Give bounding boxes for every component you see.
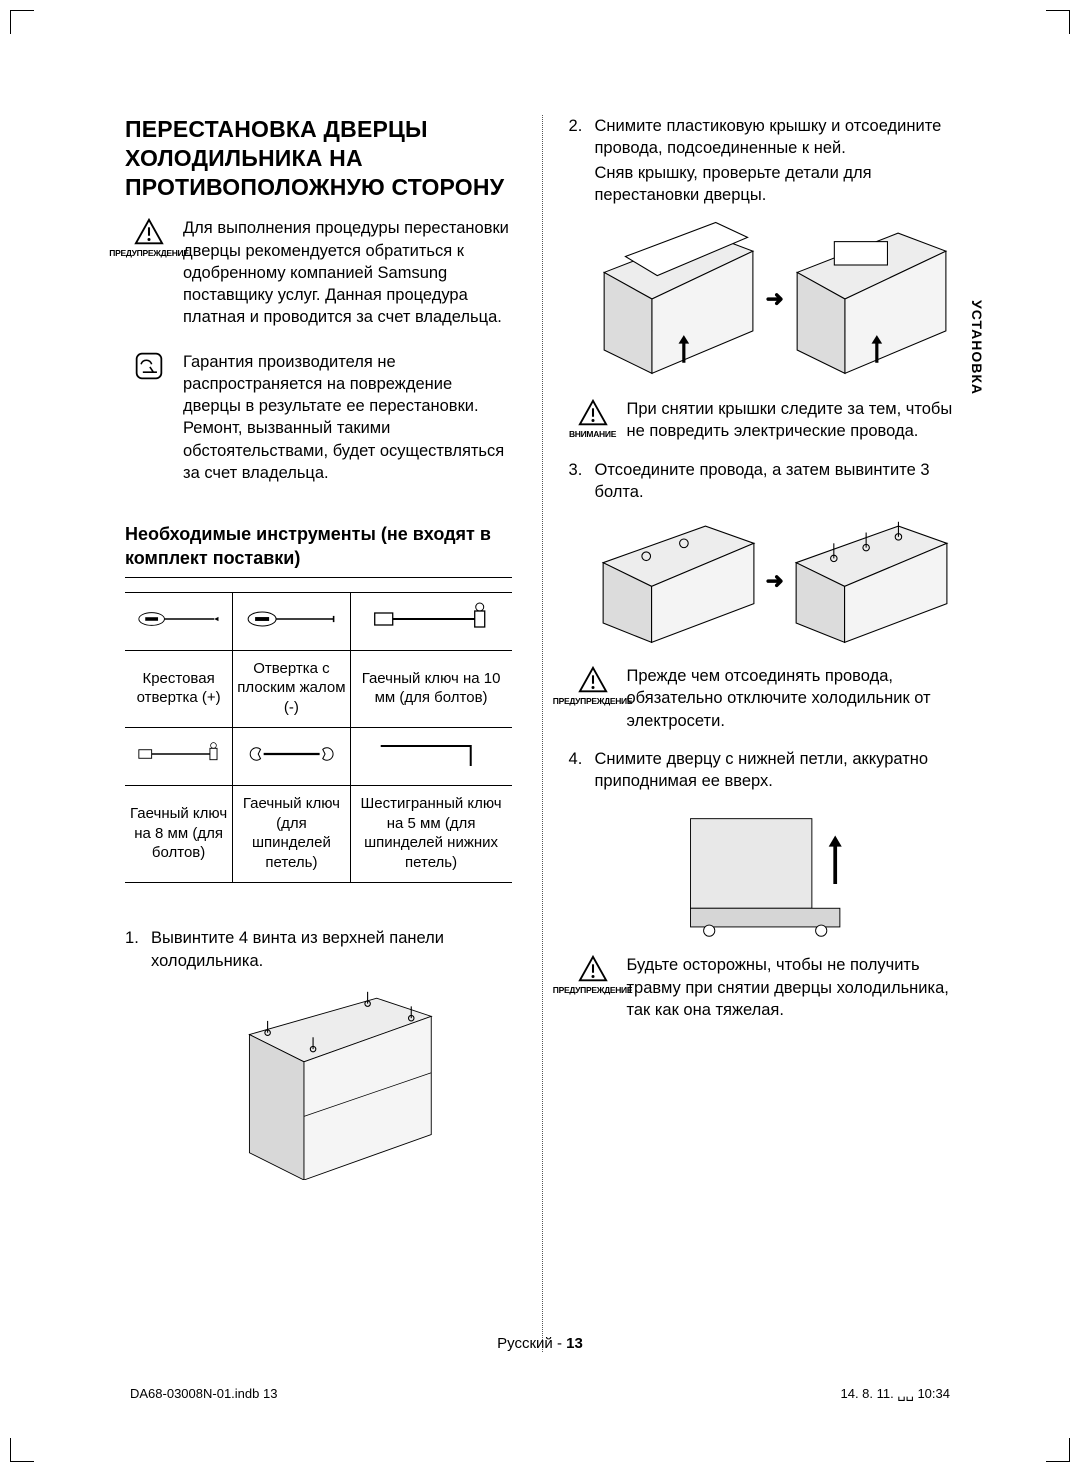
warning-label: ПРЕДУПРЕЖДЕНИЕ (553, 696, 632, 707)
section-tab: УСТАНОВКА (969, 300, 985, 395)
right-column: Снимите пластиковую крышку и отсоедините… (542, 115, 956, 1352)
tool-icon-socket10 (350, 592, 511, 650)
step-1: Вывинтите 4 винта из верхней панели холо… (125, 927, 512, 1180)
left-column: ПЕРЕСТАНОВКА ДВЕРЦЫ ХОЛОДИЛЬНИКА НА ПРОТ… (125, 115, 512, 1352)
page-content: ПЕРЕСТАНОВКА ДВЕРЦЫ ХОЛОДИЛЬНИКА НА ПРОТ… (125, 115, 955, 1352)
attention-icon: ВНИМАНИЕ (569, 398, 617, 443)
warning-icon: ПРЕДУПРЕЖДЕНИЕ (569, 954, 617, 1021)
figure-step1 (151, 980, 512, 1180)
print-footer: DA68-03008N-01.indb 13 14. 8. 11. ␣␣ 10:… (130, 1386, 950, 1402)
warning-icon: ПРЕДУПРЕЖДЕНИЕ (125, 217, 173, 328)
attention-block: ВНИМАНИЕ При снятии крышки следите за те… (569, 398, 956, 443)
warning-block-2: ПРЕДУПРЕЖДЕНИЕ Прежде чем отсоединять пр… (569, 665, 956, 732)
tool-label: Гаечный ключ на 8 мм (для болтов) (125, 786, 233, 883)
step-3: Отсоедините провода, а затем вывинтите 3… (569, 459, 956, 652)
tool-icon-socket8 (125, 728, 233, 786)
warning-block-3: ПРЕДУПРЕЖДЕНИЕ Будьте осторожны, чтобы н… (569, 954, 956, 1021)
step-subtext: Сняв крышку, проверьте детали для перест… (595, 162, 956, 207)
note-text: Гарантия производителя не распространяет… (183, 351, 512, 485)
figure-step3: ➜ (595, 511, 956, 651)
tool-icon-wrench (233, 728, 350, 786)
tool-label: Гаечный ключ (для шпинделей петель) (233, 786, 350, 883)
footer-page-number: 13 (566, 1335, 583, 1352)
figure-step2: ➜ (595, 214, 956, 384)
steps-left: Вывинтите 4 винта из верхней панели холо… (125, 927, 512, 1180)
tools-heading: Необходимые инструменты (не входят в ком… (125, 522, 512, 578)
warning-label: ПРЕДУПРЕЖДЕНИЕ (109, 248, 188, 259)
tool-label: Отвертка с плоским жалом (-) (233, 650, 350, 728)
arrow-icon: ➜ (766, 566, 784, 596)
tools-table: Крестовая отвертка (+) Отвертка с плоски… (125, 592, 512, 884)
tool-icon-hex (350, 728, 511, 786)
step-4: Снимите дверцу с нижней петли, аккуратно… (569, 748, 956, 941)
attention-label: ВНИМАНИЕ (569, 429, 616, 440)
tool-icon-phillips (125, 592, 233, 650)
steps-right: Снимите пластиковую крышку и отсоедините… (569, 115, 956, 384)
step-text: Снимите пластиковую крышку и отсоедините… (595, 117, 942, 157)
warning-text: Для выполнения процедуры перестановки дв… (183, 217, 512, 328)
print-filename: DA68-03008N-01.indb 13 (130, 1386, 277, 1402)
warning-icon: ПРЕДУПРЕЖДЕНИЕ (569, 665, 617, 732)
note-block: Гарантия производителя не распространяет… (125, 351, 512, 485)
tool-label: Гаечный ключ на 10 мм (для болтов) (350, 650, 511, 728)
warning-text: Прежде чем отсоединять провода, обязател… (627, 665, 956, 732)
print-timestamp: 14. 8. 11. ␣␣ 10:34 (840, 1386, 950, 1402)
tool-icon-flat (233, 592, 350, 650)
steps-right-2: Отсоедините провода, а затем вывинтите 3… (569, 459, 956, 652)
page-footer: Русский - 13 (0, 1335, 1080, 1352)
figure-step4 (670, 800, 879, 940)
attention-text: При снятии крышки следите за тем, чтобы … (627, 398, 956, 443)
step-text: Вывинтите 4 винта из верхней панели холо… (151, 929, 444, 969)
warning-block: ПРЕДУПРЕЖДЕНИЕ Для выполнения процедуры … (125, 217, 512, 328)
warning-text: Будьте осторожны, чтобы не получить трав… (627, 954, 956, 1021)
arrow-icon: ➜ (766, 284, 784, 314)
step-2: Снимите пластиковую крышку и отсоедините… (569, 115, 956, 384)
warning-label: ПРЕДУПРЕЖДЕНИЕ (553, 985, 632, 996)
step-text: Снимите дверцу с нижней петли, аккуратно… (595, 750, 929, 790)
tool-label: Шестигранный ключ на 5 мм (для шпинделей… (350, 786, 511, 883)
tool-label: Крестовая отвертка (+) (125, 650, 233, 728)
step-text: Отсоедините провода, а затем вывинтите 3… (595, 461, 930, 501)
note-icon (125, 351, 173, 485)
footer-language: Русский - (497, 1335, 566, 1352)
page-title: ПЕРЕСТАНОВКА ДВЕРЦЫ ХОЛОДИЛЬНИКА НА ПРОТ… (125, 115, 512, 201)
steps-right-3: Снимите дверцу с нижней петли, аккуратно… (569, 748, 956, 941)
